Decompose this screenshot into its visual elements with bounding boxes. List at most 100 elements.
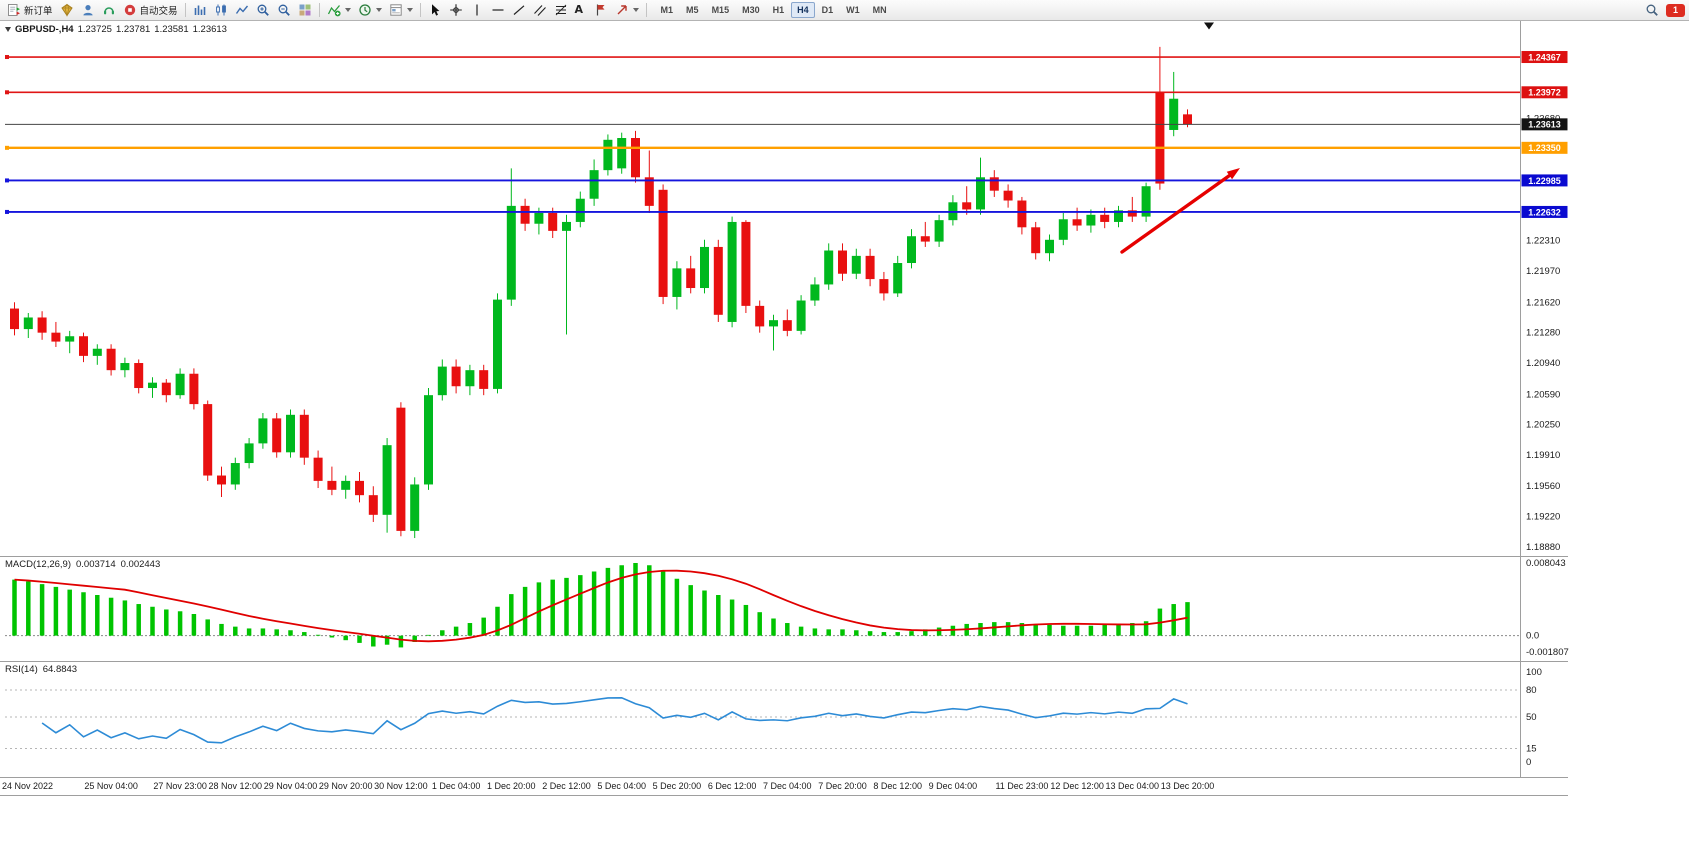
macd-label: MACD(12,26,9) 0.003714 0.002443 bbox=[5, 559, 160, 570]
bar-chart-button[interactable] bbox=[190, 1, 210, 19]
chart-menu-icon[interactable] bbox=[5, 27, 11, 32]
templates-button[interactable] bbox=[386, 1, 416, 19]
time-tick-label: 1 Dec 20:00 bbox=[487, 781, 536, 791]
line-anchor[interactable] bbox=[5, 90, 9, 95]
new-order-button[interactable]: 新订单 bbox=[4, 1, 56, 19]
candle bbox=[1045, 239, 1054, 254]
new-order-icon bbox=[8, 4, 20, 16]
price-tick-label: 1.20250 bbox=[1526, 420, 1560, 431]
line-chart-button[interactable] bbox=[232, 1, 252, 19]
candle bbox=[258, 418, 268, 444]
text-icon: A bbox=[574, 3, 584, 16]
candle bbox=[727, 221, 737, 322]
chevron-down-icon bbox=[406, 8, 413, 12]
candle bbox=[175, 373, 185, 396]
zoom-in-icon bbox=[257, 4, 269, 16]
price-tick-label: 1.21280 bbox=[1526, 328, 1560, 339]
line-anchor[interactable] bbox=[5, 178, 9, 183]
rsi-axis-label: 80 bbox=[1526, 685, 1537, 696]
notification-badge[interactable]: 1 bbox=[1666, 3, 1685, 17]
trendline-tool-button[interactable] bbox=[509, 1, 529, 19]
horizontal-lines bbox=[5, 55, 1520, 214]
timeframe-D1[interactable]: D1 bbox=[816, 2, 840, 18]
timeframe-H1[interactable]: H1 bbox=[767, 2, 791, 18]
zoom-out-button[interactable] bbox=[274, 1, 294, 19]
tile-windows-icon bbox=[299, 4, 311, 16]
candle bbox=[548, 213, 558, 231]
rsi-axis-label: 50 bbox=[1526, 712, 1537, 723]
low-value: 1.23581 bbox=[154, 24, 189, 35]
rsi-axis-label: 0 bbox=[1526, 757, 1531, 768]
gem-button[interactable] bbox=[57, 1, 77, 19]
candle bbox=[879, 279, 889, 294]
candle bbox=[493, 299, 502, 389]
time-tick-label: 11 Dec 23:00 bbox=[995, 781, 1048, 791]
trend-arrow-line[interactable] bbox=[1120, 171, 1235, 254]
cursor-tool-button[interactable] bbox=[425, 1, 445, 19]
text-tool-button[interactable]: A bbox=[572, 1, 590, 19]
crosshair-tool-button[interactable] bbox=[446, 1, 466, 19]
time-tick-label: 29 Nov 20:00 bbox=[319, 781, 373, 791]
label-tool-button[interactable] bbox=[591, 1, 611, 19]
price-badge-label: 1.22985 bbox=[1528, 176, 1561, 186]
rsi-indicator bbox=[41, 696, 1188, 744]
time-tick-label: 5 Dec 04:00 bbox=[597, 781, 646, 791]
fibonacci-tool-button[interactable] bbox=[551, 1, 571, 19]
candle bbox=[782, 320, 792, 331]
candle bbox=[865, 255, 875, 280]
price-badge-label: 1.23613 bbox=[1528, 120, 1561, 130]
chevron-down-icon bbox=[344, 8, 351, 12]
headset-button[interactable] bbox=[99, 1, 119, 19]
user-button[interactable] bbox=[78, 1, 98, 19]
candle bbox=[10, 308, 19, 330]
search-icon bbox=[1646, 4, 1658, 16]
autotrading-button[interactable]: 自动交易 bbox=[120, 1, 181, 19]
candle bbox=[962, 202, 972, 210]
periods-button[interactable] bbox=[355, 1, 385, 19]
timeframe-MN[interactable]: MN bbox=[867, 2, 893, 18]
time-tick-label: 1 Dec 04:00 bbox=[432, 781, 481, 791]
line-anchor[interactable] bbox=[5, 145, 9, 150]
macd-indicator bbox=[12, 563, 1190, 648]
timeframe-H4[interactable]: H4 bbox=[791, 2, 815, 18]
timeframe-W1[interactable]: W1 bbox=[840, 2, 866, 18]
timeframe-M30[interactable]: M30 bbox=[736, 2, 766, 18]
price-badge-label: 1.23972 bbox=[1528, 88, 1561, 98]
indicators-button[interactable] bbox=[324, 1, 354, 19]
price-badge-label: 1.24367 bbox=[1528, 52, 1561, 62]
search-button[interactable] bbox=[1642, 1, 1662, 19]
candlestick-chart-button[interactable] bbox=[211, 1, 231, 19]
channel-tool-button[interactable] bbox=[530, 1, 550, 19]
candle bbox=[976, 177, 985, 210]
price-axis[interactable]: 1.236801.223101.219701.216201.212801.209… bbox=[1521, 51, 1569, 768]
candle bbox=[575, 198, 585, 222]
timeframe-M15[interactable]: M15 bbox=[706, 2, 736, 18]
line-anchor[interactable] bbox=[5, 209, 9, 214]
chart-shift-marker[interactable] bbox=[1204, 22, 1214, 30]
tile-windows-button[interactable] bbox=[295, 1, 315, 19]
candle bbox=[272, 418, 282, 453]
candle bbox=[451, 366, 461, 387]
candle bbox=[148, 382, 157, 389]
time-tick-label: 7 Dec 20:00 bbox=[818, 781, 867, 791]
line-anchor[interactable] bbox=[5, 55, 9, 60]
candle bbox=[631, 138, 640, 178]
candle bbox=[644, 177, 654, 206]
macd-main-value: 0.003714 bbox=[76, 559, 116, 570]
candle bbox=[1183, 114, 1192, 125]
horizontal-line-tool-button[interactable] bbox=[488, 1, 508, 19]
trend-arrow[interactable] bbox=[1120, 168, 1240, 254]
vertical-line-tool-button[interactable] bbox=[467, 1, 487, 19]
candle bbox=[824, 250, 834, 285]
candle bbox=[217, 475, 226, 485]
candle bbox=[410, 484, 420, 531]
timeframe-M5[interactable]: M5 bbox=[680, 2, 705, 18]
time-axis[interactable]: 24 Nov 2022 25 Nov 04:00 27 Nov 23:00 28 No… bbox=[2, 781, 1214, 791]
arrows-tool-button[interactable] bbox=[612, 1, 642, 19]
time-tick-label: 9 Dec 04:00 bbox=[929, 781, 978, 791]
zoom-in-button[interactable] bbox=[253, 1, 273, 19]
timeframe-M1[interactable]: M1 bbox=[655, 2, 680, 18]
macd-axis-label: 0.0 bbox=[1526, 631, 1539, 642]
candle bbox=[934, 220, 944, 242]
